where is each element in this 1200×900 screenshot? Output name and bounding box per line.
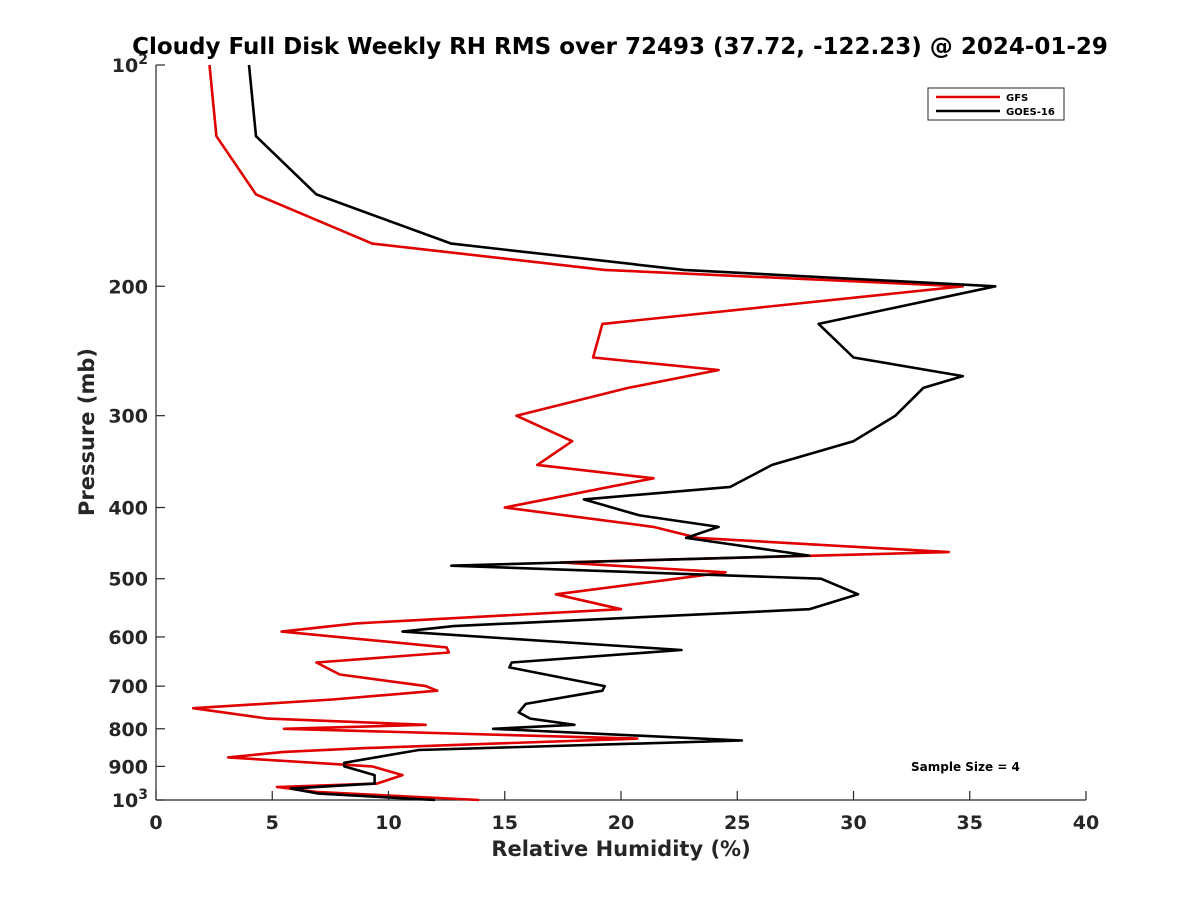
series-line-gfs bbox=[191, 64, 965, 802]
x-axis-label: Relative Humidity (%) bbox=[491, 837, 750, 861]
series-line-goes16 bbox=[247, 64, 997, 802]
x-tick-label: 0 bbox=[149, 812, 162, 834]
y-tick-label: 102 bbox=[112, 52, 148, 77]
x-tick-label: 20 bbox=[608, 812, 634, 834]
y-tick-label: 800 bbox=[108, 719, 148, 741]
y-tick-label: 103 bbox=[112, 787, 148, 812]
chart-title: Cloudy Full Disk Weekly RH RMS over 7249… bbox=[132, 34, 1108, 60]
sample-size-annotation: Sample Size = 4 bbox=[911, 760, 1020, 774]
y-tick-label: 200 bbox=[108, 276, 148, 298]
y-tick-label: 300 bbox=[108, 406, 148, 428]
y-tick-label: 500 bbox=[108, 569, 148, 591]
x-tick-label: 25 bbox=[724, 812, 750, 834]
legend: GFS GOES-16 bbox=[927, 87, 1065, 121]
y-axis-label: Pressure (mb) bbox=[75, 348, 99, 516]
x-tick-label: 10 bbox=[375, 812, 401, 834]
y-tick-label: 400 bbox=[108, 498, 148, 520]
y-tick-label: 900 bbox=[108, 756, 148, 778]
x-tick-label: 5 bbox=[266, 812, 279, 834]
y-tick-label: 700 bbox=[108, 676, 148, 698]
x-tick-label: 15 bbox=[492, 812, 518, 834]
x-tick-label: 30 bbox=[840, 812, 866, 834]
x-tick-label: 35 bbox=[957, 812, 983, 834]
x-axis-ticks: 0 5 10 15 20 25 30 35 40 bbox=[149, 791, 1099, 834]
x-tick-label: 40 bbox=[1073, 812, 1099, 834]
legend-label-gfs: GFS bbox=[1006, 93, 1028, 104]
series-layer bbox=[191, 64, 997, 802]
y-tick-label: 600 bbox=[108, 627, 148, 649]
legend-box bbox=[927, 87, 1065, 121]
legend-label-goes16: GOES-16 bbox=[1006, 107, 1055, 118]
y-axis-ticks: 200 300 400 500 600 700 800 900 102 103 bbox=[108, 52, 165, 812]
